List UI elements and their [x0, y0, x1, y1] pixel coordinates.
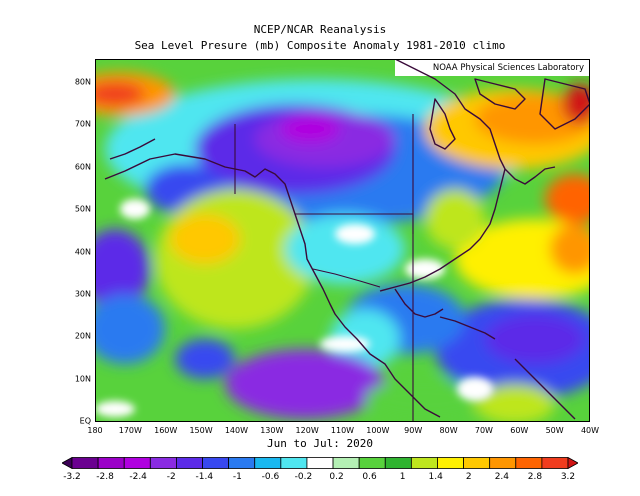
colorbar-swatch — [202, 457, 230, 469]
lat-label: 40N — [74, 247, 91, 256]
lon-label: 150W — [189, 426, 213, 435]
borders — [234, 114, 414, 422]
lat-label: 30N — [74, 289, 91, 299]
colorbar-max-arrow — [567, 457, 578, 469]
colorbar-label: -0.6 — [261, 472, 280, 482]
colorbar-label: 3.2 — [560, 472, 576, 482]
colorbar-swatch — [306, 457, 334, 469]
colorbar-swatch — [410, 457, 438, 469]
colorbar-swatch — [489, 457, 517, 469]
lon-label: 180 — [87, 426, 103, 435]
lat-label: 50N — [74, 204, 91, 214]
colorbar-label: -2.8 — [96, 472, 114, 482]
anomaly-map-svg — [95, 59, 590, 422]
colorbar-swatch — [254, 457, 282, 469]
colorbar-swatch — [541, 457, 569, 469]
colorbar-swatch — [358, 457, 386, 469]
colorbar-swatch — [332, 457, 360, 469]
colorbar-swatch — [228, 457, 256, 469]
colorbar-label: 2.8 — [527, 472, 543, 482]
lon-label: 60W — [510, 426, 529, 435]
colorbar-label: 0.6 — [362, 472, 377, 482]
credit-label: NOAA Physical Sciences Laboratory — [429, 62, 587, 74]
lon-label: 50W — [545, 426, 564, 435]
anomaly-field — [95, 59, 590, 422]
lon-label: 70W — [474, 426, 493, 435]
lon-label: 170W — [118, 426, 142, 435]
colorbar-min-arrow — [62, 457, 73, 469]
map-frame — [95, 59, 590, 422]
colorbar-label: -3.2 — [63, 472, 81, 482]
colorbar — [62, 457, 578, 469]
colorbar-label: -2.4 — [129, 472, 147, 482]
colorbar-label: -0.2 — [294, 472, 313, 482]
lon-label: 130W — [260, 426, 284, 435]
lon-label: 110W — [330, 426, 355, 435]
colorbar-label: 0.2 — [329, 472, 344, 482]
colorbar-swatch — [123, 457, 151, 469]
colorbar-label: -1 — [232, 472, 242, 482]
lat-label: 10N — [74, 374, 91, 384]
lat-label: 20N — [74, 331, 91, 341]
colorbar-label: 1 — [399, 472, 406, 482]
coastlines — [104, 59, 590, 420]
lon-label: 40W — [580, 426, 600, 435]
lat-label: 60N — [74, 162, 91, 172]
colorbar-swatch — [437, 457, 464, 469]
colorbar-swatch — [149, 457, 177, 469]
lon-label: 80W — [439, 426, 458, 435]
title-line-2: Sea Level Presure (mb) Composite Anomaly… — [134, 39, 506, 52]
colorbar-swatch — [176, 457, 203, 469]
colorbar-swatch — [97, 457, 125, 469]
lon-label: 160W — [154, 426, 178, 435]
colorbar-swatch — [515, 457, 543, 469]
lon-label: 120W — [295, 426, 319, 435]
colorbar-label: 2 — [465, 472, 472, 482]
lon-label: 90W — [404, 426, 423, 435]
lat-label: 70N — [74, 119, 91, 129]
time-period-label: Jun to Jul: 2020 — [267, 437, 373, 450]
anomaly-map: NOAA Physical Sciences Laboratory — [95, 59, 590, 422]
colorbar-swatch — [384, 457, 412, 469]
lat-label: 80N — [74, 77, 91, 87]
lon-label: 100W — [366, 426, 390, 435]
lat-label: EQ — [79, 416, 91, 426]
colorbar-label: 2.4 — [494, 472, 510, 482]
colorbar-label: -2 — [166, 472, 176, 482]
title-line-1: NCEP/NCAR Reanalysis — [253, 23, 387, 36]
colorbar-label: 1.4 — [428, 472, 443, 482]
colorbar-swatch — [71, 457, 99, 469]
colorbar-swatch — [463, 457, 491, 469]
colorbar-swatch — [280, 457, 308, 469]
colorbar-label: -1.4 — [195, 472, 214, 482]
lon-label: 140W — [224, 426, 249, 435]
